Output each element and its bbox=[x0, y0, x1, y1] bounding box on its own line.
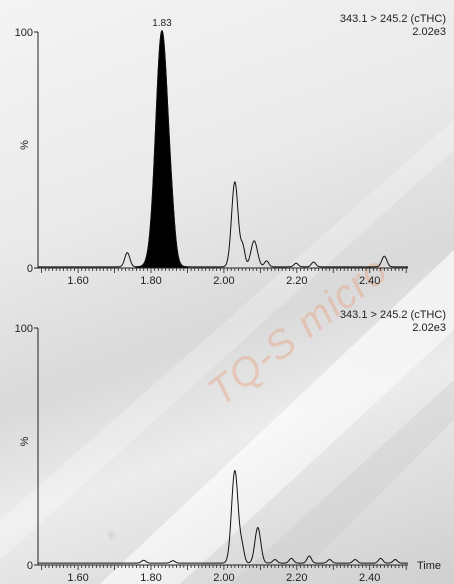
x-tick-label: 2.20 bbox=[286, 572, 307, 584]
x-axis-label: Time bbox=[417, 560, 441, 572]
x-tick-label: 2.00 bbox=[213, 572, 234, 584]
trace-intensity: 2.02e3 bbox=[412, 322, 446, 334]
y-tick-label: 0 bbox=[27, 263, 33, 275]
chromatogram-trace bbox=[38, 469, 408, 564]
trace-intensity: 2.02e3 bbox=[412, 26, 446, 38]
x-tick-label: 1.80 bbox=[140, 275, 161, 287]
x-tick-label: 1.60 bbox=[67, 572, 88, 584]
y-tick-label: 100 bbox=[15, 27, 33, 39]
x-tick-label: 2.40 bbox=[359, 275, 380, 287]
y-tick-label: 100 bbox=[15, 323, 33, 335]
x-tick-label: 2.40 bbox=[359, 572, 380, 584]
trace-title: 343.1 > 245.2 (cTHC) bbox=[340, 13, 446, 25]
chromatogram-panel-1: 1.60 1.80 2.00 2.20 2.40 0 100% 343.1 > 245.2 (… bbox=[15, 13, 446, 287]
x-tick-label: 2.00 bbox=[213, 275, 234, 287]
x-tick-label: 1.80 bbox=[140, 572, 161, 584]
y-axis-label: % bbox=[19, 140, 31, 150]
y-tick-label: 0 bbox=[27, 560, 33, 572]
y-axis-label: % bbox=[19, 436, 31, 446]
x-tick-label: 2.20 bbox=[286, 275, 307, 287]
peak-label: 1.83 bbox=[152, 18, 172, 29]
chromatogram-panel-2: 1.60 1.80 2.00 2.20 2.40 0 100% 343.1 > 245.2 (… bbox=[15, 309, 446, 584]
x-tick-label: 1.60 bbox=[67, 275, 88, 287]
integrated-peak-area bbox=[135, 30, 189, 269]
trace-title: 343.1 > 245.2 (cTHC) bbox=[340, 309, 446, 321]
chromatogram-trace bbox=[38, 30, 408, 268]
